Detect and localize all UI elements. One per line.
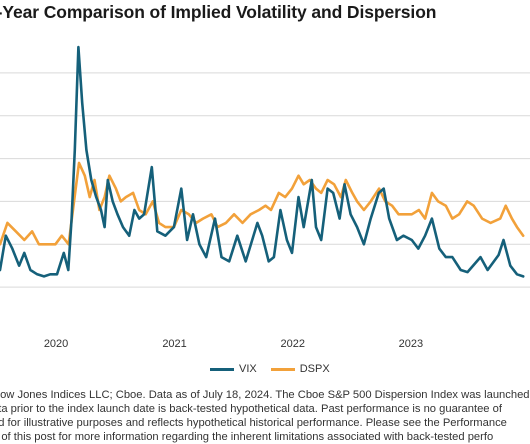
x-tick-label: 2022 xyxy=(280,338,304,350)
legend-label-vix: VIX xyxy=(239,363,257,375)
x-axis-ticks: 2020 2021 2022 2023 xyxy=(44,338,423,350)
series-lines xyxy=(0,45,525,278)
legend-item-dspx: DSPX xyxy=(270,363,330,375)
footnote-line: ata prior to the index launch date is ba… xyxy=(0,403,502,415)
x-tick-label: 2023 xyxy=(399,338,423,350)
x-tick-label: 2021 xyxy=(162,338,186,350)
legend-swatch-vix xyxy=(210,367,234,371)
footnote: Dow Jones Indices LLC; Cboe. Data as of … xyxy=(0,388,530,444)
footnote-line: ed for illustrative purposes and reflect… xyxy=(0,417,507,429)
series-line-dspx xyxy=(0,161,525,246)
legend-label-dspx: DSPX xyxy=(299,363,330,375)
footnote-line: d of this post for more information rega… xyxy=(0,431,494,443)
legend-item-vix: VIX xyxy=(210,363,257,375)
legend-swatch-dspx xyxy=(270,367,295,371)
legend: VIX DSPX xyxy=(210,360,344,378)
chart-title: 5-Year Comparison of Implied Volatility … xyxy=(0,2,437,22)
series-line-vix xyxy=(0,45,525,278)
footnote-line: Dow Jones Indices LLC; Cboe. Data as of … xyxy=(0,389,530,401)
x-tick-label: 2020 xyxy=(44,338,68,350)
gridlines xyxy=(0,72,530,288)
chart-area: 2020 2021 2022 2023 xyxy=(0,45,530,350)
